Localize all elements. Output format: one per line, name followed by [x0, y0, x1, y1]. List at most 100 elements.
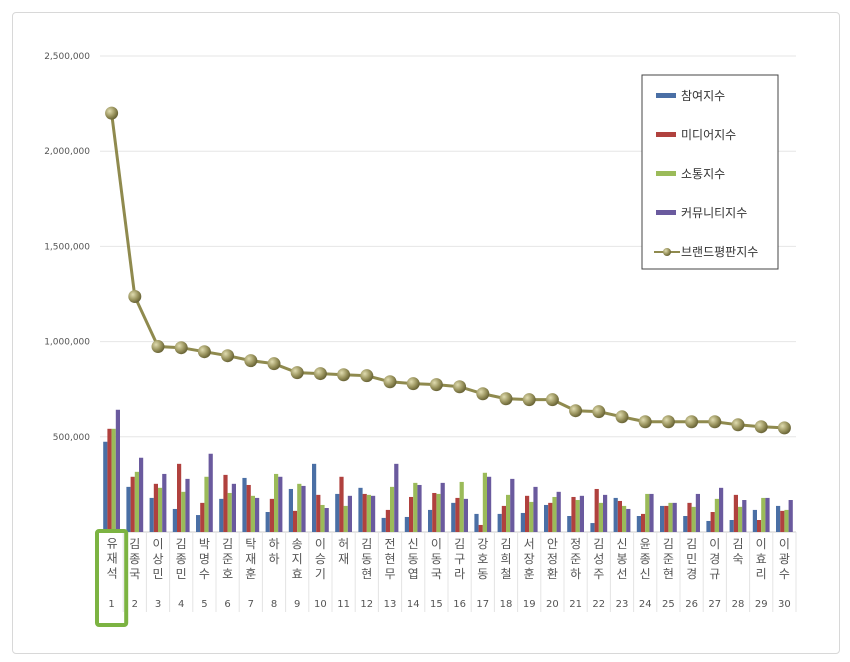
- bar-커뮤니티지수-8: [278, 476, 283, 532]
- bar-참여지수-5: [196, 515, 201, 532]
- bar-소통지수-27: [714, 498, 719, 532]
- category-rank: 1: [108, 599, 114, 610]
- legend-label: 미디어지수: [681, 128, 736, 142]
- category-label-char: 국: [431, 567, 442, 581]
- bar-커뮤니티지수-26: [695, 493, 700, 532]
- bar-참여지수-22: [590, 523, 595, 532]
- point-브랜드평판지수-23: [615, 410, 629, 424]
- category-label-char: 훈: [524, 567, 535, 581]
- legend-label: 소통지수: [681, 167, 725, 181]
- point-브랜드평판지수-26: [685, 415, 699, 429]
- category-label-char: 규: [709, 567, 720, 581]
- category-label-char: 봉: [616, 552, 627, 566]
- bar-미디어지수-10: [316, 494, 321, 532]
- category-label-char: 희: [500, 552, 511, 566]
- bar-커뮤니티지수-15: [440, 482, 445, 532]
- category-rank: 19: [523, 599, 536, 610]
- bar-소통지수-16: [459, 481, 464, 532]
- bar-미디어지수-21: [571, 496, 576, 532]
- bar-소통지수-26: [691, 506, 696, 532]
- bar-미디어지수-24: [641, 513, 646, 532]
- bar-미디어지수-25: [664, 505, 669, 532]
- category-label-char: 서: [524, 537, 535, 551]
- highlight-box: [95, 529, 129, 627]
- category-label-char: 무: [384, 567, 395, 581]
- category-label-char: 김: [686, 537, 697, 551]
- bar-참여지수-9: [288, 488, 293, 532]
- category-label-char: 정: [547, 552, 558, 566]
- legend-swatch-참여지수: [656, 93, 676, 98]
- point-브랜드평판지수-11: [337, 368, 351, 382]
- bar-미디어지수-28: [733, 494, 738, 532]
- bar-커뮤니티지수-5: [208, 453, 213, 532]
- bar-소통지수-1: [111, 428, 116, 532]
- bar-미디어지수-4: [177, 463, 182, 532]
- category-rank: 13: [384, 599, 397, 610]
- bar-커뮤니티지수-16: [463, 498, 468, 532]
- point-브랜드평판지수-15: [429, 378, 443, 392]
- bar-소통지수-22: [598, 502, 603, 532]
- bar-커뮤니티지수-2: [139, 457, 144, 532]
- category-label-char: 훈: [245, 567, 256, 581]
- category-label-char: 숙: [732, 552, 743, 566]
- bar-참여지수-26: [683, 516, 688, 532]
- bar-소통지수-11: [343, 505, 348, 532]
- category-rank: 25: [662, 599, 675, 610]
- category-label-char: 이: [431, 537, 442, 551]
- bar-소통지수-5: [204, 476, 209, 532]
- category-rank: 3: [155, 599, 161, 610]
- category-label-char: 환: [547, 567, 558, 581]
- category-rank: 17: [476, 599, 489, 610]
- point-브랜드평판지수-17: [476, 387, 490, 401]
- category-label-char: 광: [779, 552, 790, 566]
- point-브랜드평판지수-19: [522, 393, 536, 407]
- bar-미디어지수-7: [246, 484, 251, 532]
- bar-미디어지수-3: [153, 483, 158, 532]
- bar-미디어지수-14: [409, 496, 414, 532]
- category-label-char: 김: [593, 537, 604, 551]
- category-label-char: 철: [500, 567, 511, 581]
- legend-swatch-marker: [663, 248, 671, 256]
- bar-소통지수-7: [250, 495, 255, 532]
- category-rank: 22: [592, 599, 605, 610]
- category-label-char: 신: [616, 537, 627, 551]
- bar-참여지수-18: [497, 513, 502, 532]
- bar-소통지수-13: [390, 486, 395, 532]
- legend-label: 커뮤니티지수: [681, 206, 747, 220]
- bar-소통지수-12: [366, 494, 371, 532]
- category-label-char: 현: [361, 567, 372, 581]
- category-label-char: 탁: [245, 537, 256, 551]
- category-label-char: 민: [176, 567, 187, 581]
- category-label-char: 경: [709, 552, 720, 566]
- category-rank: 5: [201, 599, 207, 610]
- category-label-char: 이: [779, 537, 790, 551]
- bar-참여지수-13: [381, 517, 386, 532]
- category-label-char: 주: [593, 567, 604, 581]
- category-label-char: 안: [547, 537, 558, 551]
- bar-커뮤니티지수-3: [162, 473, 167, 532]
- bar-커뮤니티지수-23: [626, 508, 631, 532]
- bar-소통지수-9: [297, 483, 302, 532]
- category-label-char: 준: [570, 552, 581, 566]
- category-label-char: 허: [338, 537, 349, 551]
- bar-참여지수-1: [103, 441, 108, 532]
- bar-소통지수-4: [181, 491, 186, 532]
- point-브랜드평판지수-3: [151, 340, 165, 354]
- category-label-char: 전: [384, 537, 395, 551]
- category-rank: 18: [500, 599, 513, 610]
- bar-소통지수-23: [622, 505, 627, 532]
- bar-미디어지수-2: [130, 476, 135, 532]
- bar-커뮤니티지수-14: [417, 484, 422, 532]
- category-label-char: 김: [663, 537, 674, 551]
- bar-참여지수-14: [404, 516, 409, 532]
